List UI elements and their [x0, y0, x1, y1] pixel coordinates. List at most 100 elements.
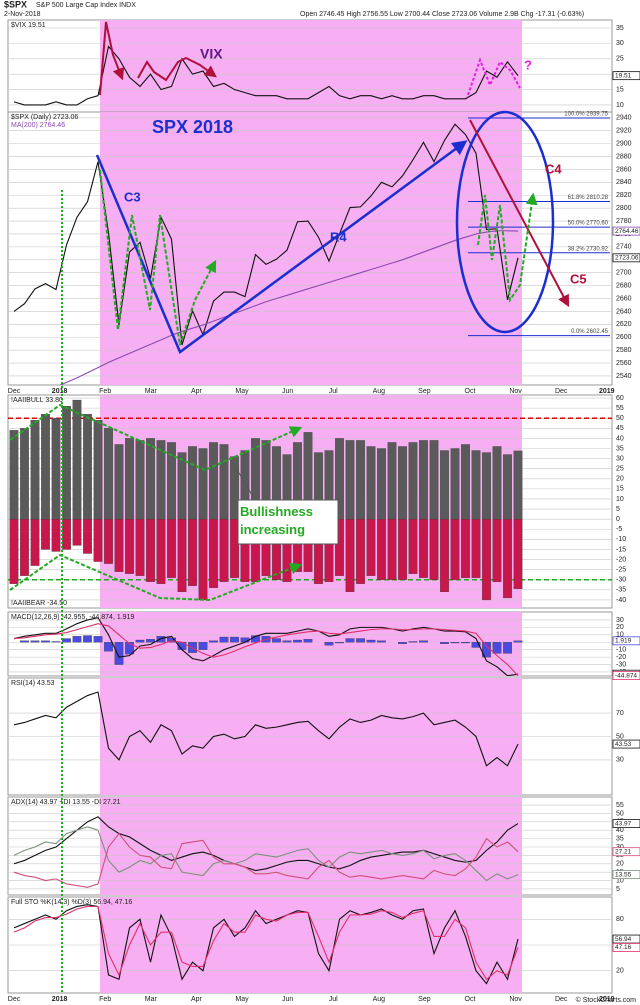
- bar: [156, 519, 166, 584]
- bar: [114, 444, 124, 520]
- green-path: [477, 192, 538, 303]
- x-tick-label: Oct: [465, 388, 476, 395]
- x-tick-label: 2018: [52, 996, 68, 1003]
- y-tick-label: -10: [616, 536, 626, 543]
- bar: [429, 440, 439, 520]
- y-tick-label: 50: [616, 415, 624, 422]
- green-path: [99, 169, 217, 346]
- bar: [440, 450, 449, 520]
- y-tick-label: -15: [616, 546, 626, 553]
- bar: [366, 639, 376, 643]
- bar: [356, 638, 365, 643]
- callout: [235, 467, 256, 501]
- y-tick-label: -5: [616, 526, 622, 533]
- x-tick-label: Jul: [329, 996, 338, 1003]
- bar: [230, 519, 239, 578]
- bar: [471, 642, 481, 648]
- bar: [429, 519, 439, 580]
- y-tick-label: 20: [616, 861, 624, 868]
- bar: [93, 636, 103, 643]
- value-box: [612, 819, 640, 828]
- fib-label: 100.0% 2939.75: [564, 112, 608, 118]
- panel: [8, 617, 612, 676]
- y-tick-label: 35: [616, 445, 624, 452]
- series-line: [13, 905, 519, 981]
- bar: [513, 640, 523, 643]
- bar: [83, 414, 92, 520]
- bar: [62, 519, 71, 550]
- c3-note: C3: [124, 189, 141, 204]
- y-tick-label: 2740: [616, 244, 632, 251]
- series-line: [13, 832, 519, 888]
- bar: [230, 636, 239, 643]
- bar: [345, 440, 355, 520]
- panel-title: Full STO %K(14,3) %D(3) 56.94, 47.16: [11, 899, 132, 906]
- x-tick-label: May: [235, 996, 249, 1003]
- x-tick-label: Jul: [329, 388, 338, 395]
- value-box: [612, 636, 640, 646]
- bar: [104, 642, 113, 652]
- x-tick-label: Dec: [8, 996, 21, 1003]
- y-tick-label: 15: [616, 486, 624, 493]
- y-tick-label: 50: [616, 810, 624, 817]
- bar: [471, 450, 481, 520]
- y-tick-label: 55: [616, 405, 624, 412]
- y-tick-label: 2900: [616, 140, 632, 147]
- y-tick-label: 2640: [616, 308, 632, 315]
- value-box-label: 2723.06: [615, 255, 639, 262]
- bar: [377, 640, 386, 643]
- x-tick-label: Apr: [191, 388, 203, 395]
- y-tick-label: 2920: [616, 128, 632, 135]
- value-box: [612, 943, 640, 952]
- bar: [30, 519, 40, 566]
- bar: [20, 640, 29, 643]
- bar: [198, 519, 208, 601]
- y-tick-label: 10: [616, 102, 624, 109]
- bar: [51, 641, 61, 643]
- bar: [408, 641, 418, 643]
- y-tick-label: 30: [616, 757, 624, 764]
- annotations: Bullishness increasing VIX ? SPX 2018 C3…: [9, 21, 587, 993]
- bar: [366, 446, 376, 520]
- bar: [345, 638, 355, 643]
- vix-dotted: [467, 57, 521, 96]
- y-tick-label: 60: [616, 395, 624, 402]
- fib-label: 61.8% 2810.28: [568, 195, 609, 201]
- bar: [387, 519, 397, 580]
- bar: [324, 642, 334, 646]
- y-tick-label: 30: [616, 40, 624, 47]
- fib-label: 38.2% 2730.92: [568, 246, 609, 252]
- panel: [8, 691, 612, 767]
- bar: [450, 448, 460, 520]
- bar: [104, 428, 113, 520]
- x-tick-label: Nov: [509, 996, 522, 1003]
- callout-text-box: Bullishness increasing: [240, 504, 313, 537]
- bar: [135, 639, 145, 643]
- x-tick-label: Jun: [282, 996, 293, 1003]
- bar: [93, 420, 103, 520]
- trend-line: [95, 140, 468, 354]
- fib-label: 50.0% 2770.60: [568, 221, 609, 227]
- bar: [20, 428, 29, 520]
- y-tick-label: -10: [616, 647, 626, 654]
- bar: [293, 639, 302, 643]
- y-tick-label: 45: [616, 425, 624, 432]
- x-tick-label: Aug: [373, 388, 386, 395]
- index-title: S&P 500 Large Cap Index INDX: [36, 2, 136, 9]
- y-tick-label: 25: [616, 466, 624, 473]
- bar: [219, 444, 229, 520]
- bar: [503, 454, 512, 520]
- y-tick-label: 25: [616, 56, 624, 63]
- value-box-label: 1.919: [615, 638, 632, 645]
- y-tick-label: 20: [616, 476, 624, 483]
- bar: [387, 442, 397, 520]
- bar: [303, 639, 313, 643]
- ohlc: Open 2746.45 High 2756.55 Low 2700.44 Cl…: [300, 11, 584, 18]
- y-tick-label: 35: [616, 835, 624, 842]
- y-tick-label: 20: [616, 624, 624, 631]
- x-tick-label: Mar: [145, 388, 158, 395]
- bar: [114, 519, 124, 572]
- bar: [492, 519, 502, 582]
- header: $SPX S&P 500 Large Cap Index INDX 2-Nov-…: [4, 0, 636, 1004]
